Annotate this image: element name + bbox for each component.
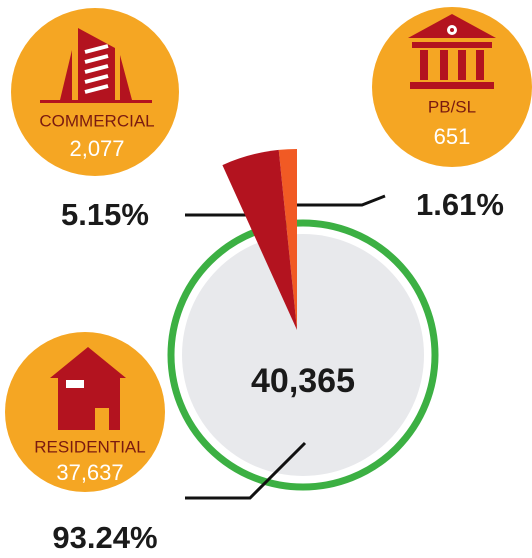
percent-label: 5.15% xyxy=(61,197,149,232)
pie-slice xyxy=(182,234,424,476)
pie-slice xyxy=(222,149,297,330)
category-label: RESIDENTIAL xyxy=(34,437,145,456)
count-label: 2,077 xyxy=(69,136,124,161)
percent-label: 93.24% xyxy=(52,520,157,555)
pbsl-icon xyxy=(408,14,496,89)
category-label: COMMERCIAL xyxy=(39,111,154,130)
total: 40,365 xyxy=(251,362,355,400)
commercial-icon xyxy=(40,28,152,103)
category-label: PB/SL xyxy=(428,97,476,116)
leader-line xyxy=(185,441,307,500)
ring xyxy=(167,219,439,491)
count-label: 651 xyxy=(434,124,471,149)
percent-label: 1.61% xyxy=(416,187,504,222)
leader-line xyxy=(297,194,386,207)
pie-slice xyxy=(278,149,297,330)
count-label: 37,637 xyxy=(56,460,123,485)
residential-icon xyxy=(50,347,126,430)
